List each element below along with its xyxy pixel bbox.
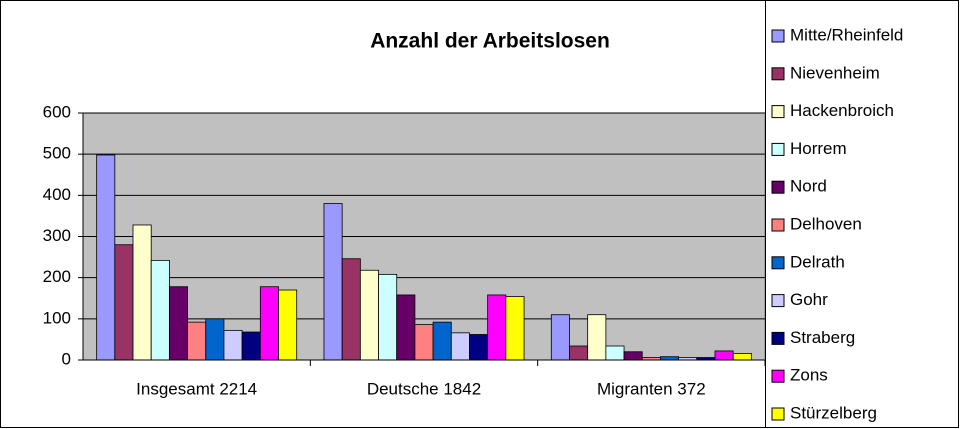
legend-box	[765, 0, 959, 428]
bar	[569, 345, 589, 361]
bar	[278, 289, 298, 361]
legend-label: Delhoven	[790, 214, 862, 233]
legend-swatch	[771, 331, 785, 345]
y-tick-label: 300	[43, 226, 71, 245]
bar	[623, 351, 643, 361]
y-tick-label: 0	[62, 349, 71, 368]
bar	[605, 345, 625, 361]
y-tick-label: 200	[43, 267, 71, 286]
legend-label: Hackenbroich	[790, 101, 894, 120]
bar	[550, 314, 570, 361]
chart-title: Anzahl der Arbeitslosen	[370, 30, 610, 53]
legend-label: Delrath	[790, 252, 845, 271]
legend-label: Straberg	[790, 328, 855, 347]
bar	[150, 259, 170, 361]
bar	[205, 318, 225, 361]
bar	[132, 224, 152, 361]
bar	[414, 324, 434, 361]
legend-label: Gohr	[790, 290, 828, 309]
x-tick-label: Migranten 372	[597, 379, 706, 398]
legend-label: Stürzelberg	[790, 403, 877, 422]
bar	[341, 258, 361, 361]
y-tick-label: 100	[43, 308, 71, 327]
bar	[96, 154, 116, 361]
bar	[469, 334, 489, 361]
legend-swatch	[771, 105, 785, 119]
legend-label: Nievenheim	[790, 63, 880, 82]
bar	[114, 244, 134, 361]
bar	[187, 321, 207, 361]
bar	[241, 331, 261, 361]
bar	[587, 314, 607, 361]
legend-swatch	[771, 180, 785, 194]
legend-swatch	[771, 142, 785, 156]
bar	[450, 332, 470, 361]
legend-swatch	[771, 369, 785, 383]
bar	[487, 294, 507, 361]
bar	[378, 273, 398, 361]
bar	[432, 321, 452, 361]
legend-swatch	[771, 294, 785, 308]
y-tick-label: 400	[43, 185, 71, 204]
x-tick-label: Insgesamt 2214	[136, 379, 257, 398]
bar	[359, 269, 379, 361]
legend-label: Mitte/Rheinfeld	[790, 25, 903, 44]
legend-swatch	[771, 256, 785, 270]
bar	[732, 353, 752, 361]
legend-label: Zons	[790, 366, 828, 385]
bar	[714, 350, 734, 361]
y-tick-label: 600	[43, 102, 71, 121]
legend-swatch	[771, 407, 785, 421]
y-tick-label: 500	[43, 144, 71, 163]
legend-label: Nord	[790, 177, 827, 196]
bar	[505, 296, 525, 361]
x-tick-label: Deutsche 1842	[367, 379, 481, 398]
bar	[323, 203, 343, 361]
legend-swatch	[771, 67, 785, 81]
legend-label: Horrem	[790, 139, 847, 158]
legend-swatch	[771, 218, 785, 232]
bar	[396, 294, 416, 361]
bar	[259, 286, 279, 361]
legend-swatch	[771, 29, 785, 43]
bar	[168, 286, 188, 361]
bar	[223, 329, 243, 361]
